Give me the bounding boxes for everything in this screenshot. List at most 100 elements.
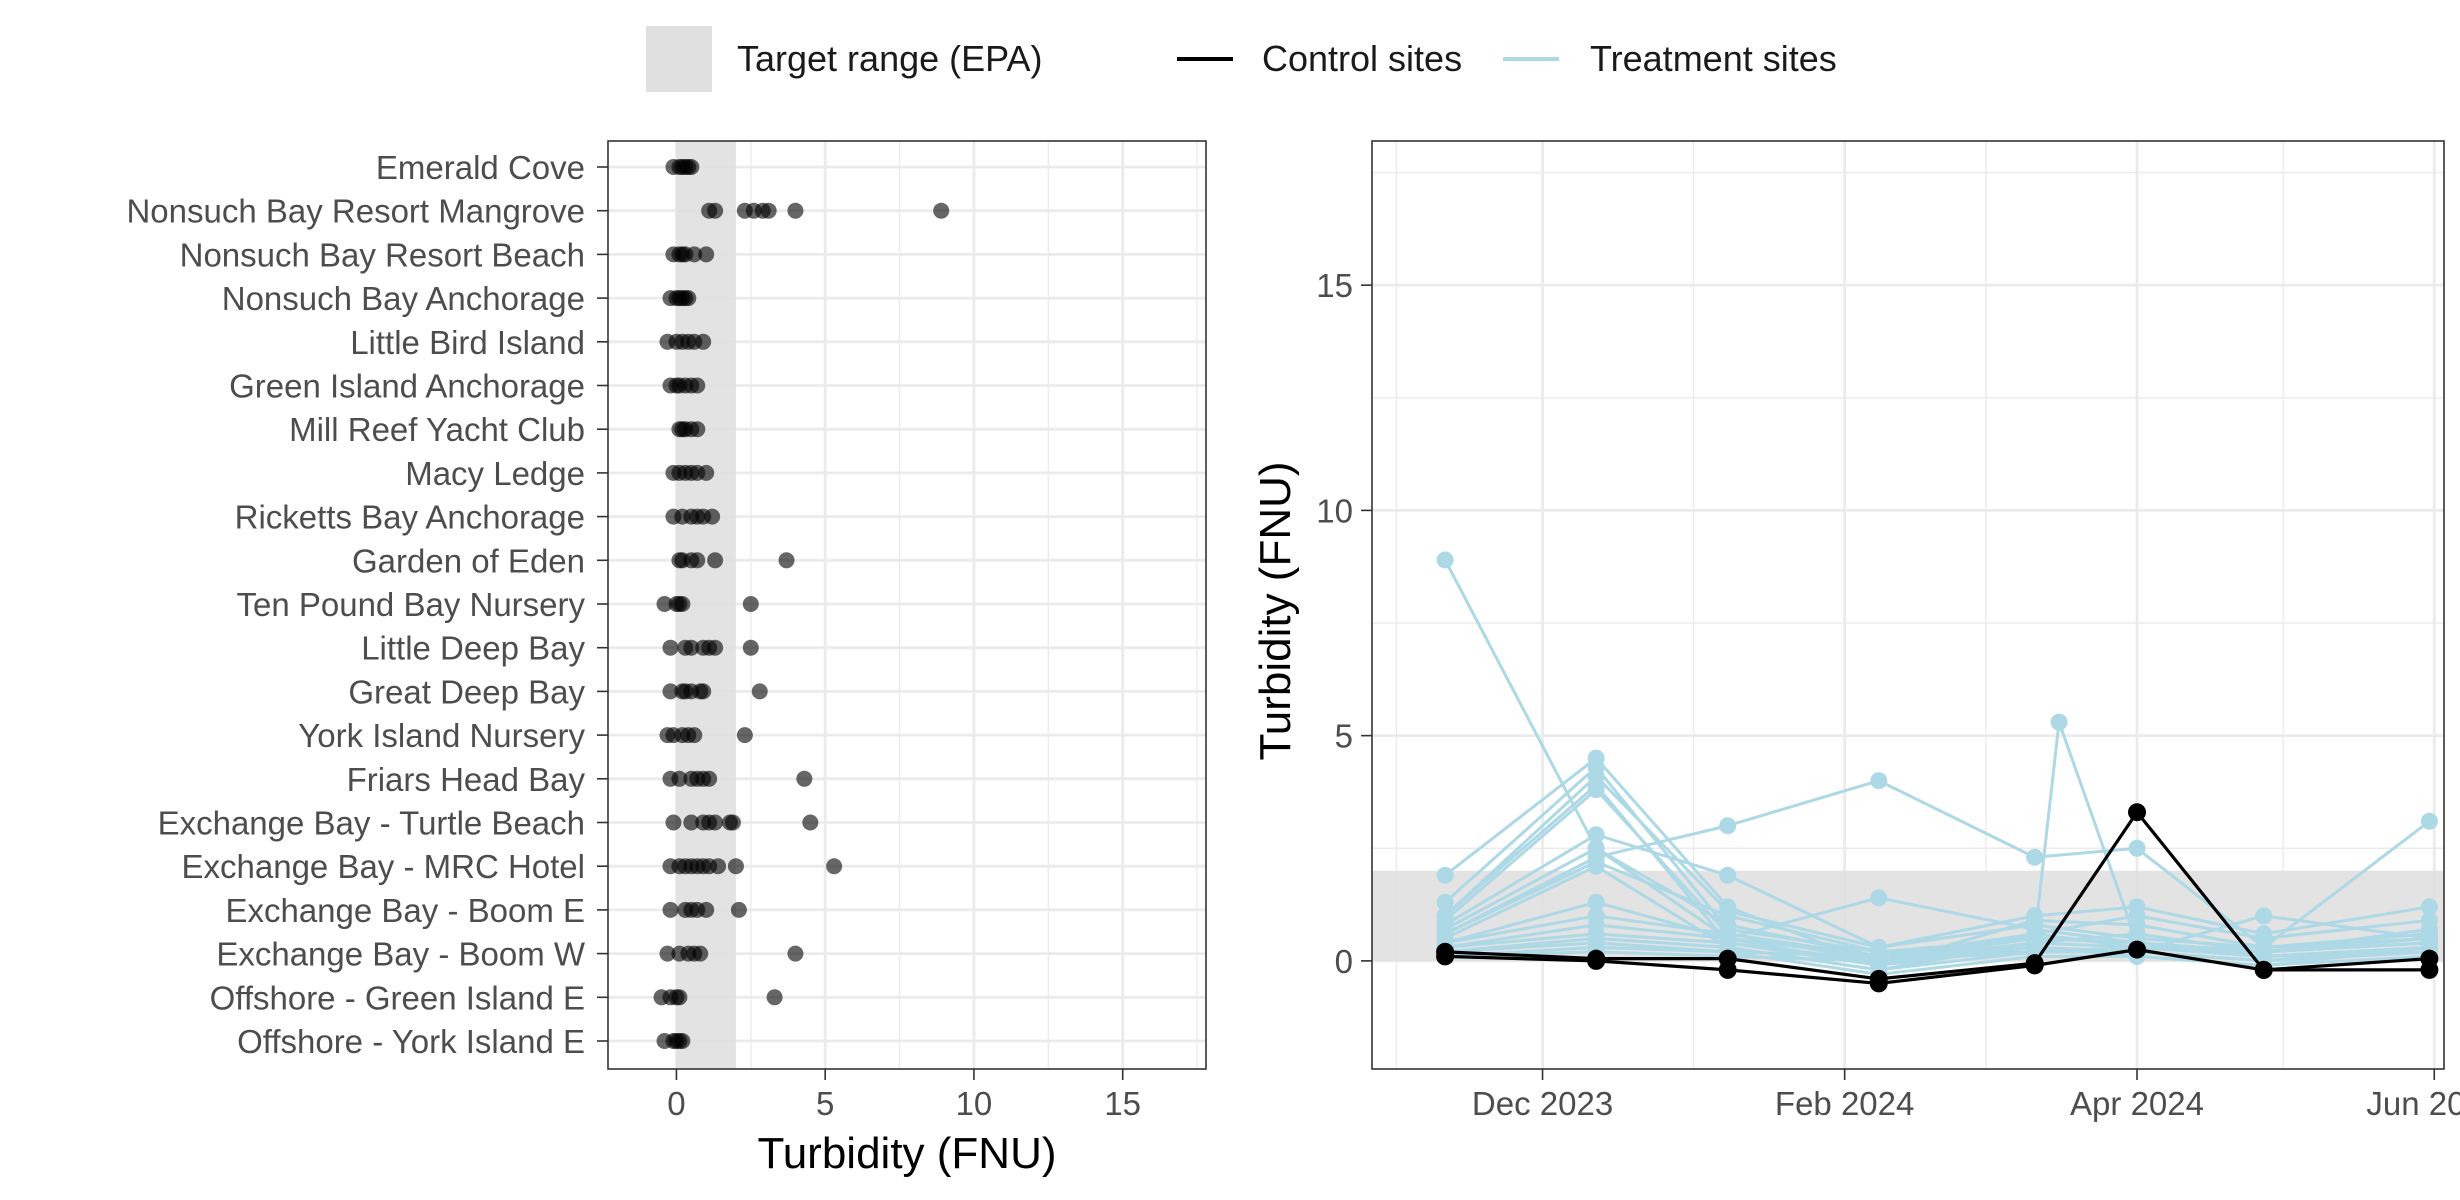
site-turbidity-point [707,814,724,831]
turbidity-time-series: 0 5 10 15 Dec 2023 Feb 2024 Apr 2024 Jun 2024 [1316,140,2460,1122]
treatment-point [2420,812,2438,830]
site-turbidity-point [671,770,688,787]
site-label: York Island Nursery [298,717,585,754]
site-turbidity-point [671,989,688,1006]
site-turbidity-point [674,596,691,612]
left-x-tick-label: 0 [667,1085,685,1122]
site-turbidity-point [686,727,703,744]
site-turbidity-point [686,246,703,263]
treatment-point [1587,781,1605,799]
control-point [1718,960,1737,979]
site-turbidity-point [689,377,706,394]
site-label: Exchange Bay - Boom W [216,936,586,973]
treatment-point [1587,893,1605,911]
site-turbidity-point [689,421,706,438]
treatment-point [1870,952,1888,970]
control-series-line [1445,810,2430,981]
site-turbidity-point [787,945,804,962]
site-turbidity-point [704,508,721,525]
right-y-axis-title: Turbidity (FNU) [1251,461,1300,760]
site-label: Exchange Bay - MRC Hotel [182,848,586,885]
site-turbidity-point [701,770,718,787]
treatment-point [1719,817,1737,835]
site-label: Offshore - York Island E [237,1023,585,1060]
site-turbidity-point [710,858,727,875]
left-x-tick-label: 5 [816,1085,834,1122]
site-turbidity-point [656,596,673,612]
site-turbidity-point [692,945,709,962]
right-x-tick-label: Apr 2024 [2070,1085,2204,1122]
site-label: Little Bird Island [350,324,585,361]
right-y-tick-label: 5 [1335,718,1353,755]
site-turbidity-point [933,202,950,219]
site-label: Great Deep Bay [348,673,585,710]
treatment-point [1587,857,1605,875]
left-x-tick-label: 10 [956,1085,993,1122]
left-panel-border [607,140,1207,1070]
control-point [1436,947,1455,966]
treatment-point [2050,713,2068,731]
treatment-point [1870,772,1888,790]
treatment-point [1436,866,1454,884]
site-label: Friars Head Bay [347,761,586,798]
site-turbidity-point [802,814,819,831]
site-turbidity-point [662,639,679,656]
treatment-series-line [1444,936,2430,972]
site-turbidity-point [683,639,700,656]
site-label: Nonsuch Bay Resort Mangrove [126,193,585,230]
right-y-tick-label: 15 [1316,267,1353,304]
legend-treatment-label: Treatment sites [1590,38,1837,79]
site-label: Nonsuch Bay Resort Beach [180,236,585,273]
site-turbidity-point [683,814,700,831]
control-point [2128,803,2147,822]
left-x-tick-label: 15 [1104,1085,1141,1122]
site-turbidity-point [689,552,706,569]
site-turbidity-point [707,202,724,219]
site-turbidity-point [730,901,747,918]
treatment-point [2026,848,2044,866]
site-label: Exchange Bay - Boom E [225,892,585,929]
treatment-point [2420,898,2438,916]
right-x-tick-label: Feb 2024 [1775,1085,1914,1122]
site-turbidity-point [698,901,715,918]
site-turbidity-point [707,552,724,569]
right-y-tick-label: 0 [1335,943,1353,980]
right-y-tick-label: 10 [1316,492,1353,529]
site-label: Green Island Anchorage [229,368,585,405]
legend-band-label: Target range (EPA) [737,38,1042,79]
site-label: Ten Pound Bay Nursery [236,586,585,623]
treatment-point [1587,826,1605,844]
site-label: Emerald Cove [376,149,585,186]
site-turbidity-point [680,290,697,307]
treatment-series-line [1444,932,2430,963]
control-point [1587,951,1606,970]
site-turbidity-point [796,770,813,787]
site-turbidity-point [751,683,768,700]
site-turbidity-point [736,727,753,744]
treatment-series-line [1445,950,2430,963]
left-x-axis-title: Turbidity (FNU) [757,1129,1056,1178]
site-turbidity-point [695,333,712,350]
control-point [2025,956,2044,975]
site-turbidity-point [707,639,724,656]
site-label: Nonsuch Bay Anchorage [222,280,585,317]
site-turbidity-point [826,858,843,875]
site-turbidity-point [766,989,783,1006]
site-label: Ricketts Bay Anchorage [235,499,585,536]
site-label: Offshore - Green Island E [210,979,585,1016]
site-turbidity-point [698,246,715,263]
legend: Target range (EPA) Control sites Treatme… [646,26,1837,92]
site-turbidity-point [674,1033,691,1049]
site-turbidity-point [760,202,777,219]
site-label: Mill Reef Yacht Club [289,411,585,448]
site-turbidity-point [683,159,700,175]
site-label: Garden of Eden [352,542,585,579]
site-turbidity-point [778,552,795,569]
site-turbidity-point [662,901,679,918]
site-dot-plot: Emerald Cove Nonsuch Bay Resort Mangrove N… [126,140,1207,1122]
site-turbidity-point [727,858,744,875]
site-label: Exchange Bay - Turtle Beach [158,805,585,842]
control-point [2254,960,2273,979]
site-turbidity-point [662,683,679,700]
legend-control-label: Control sites [1262,38,1462,79]
